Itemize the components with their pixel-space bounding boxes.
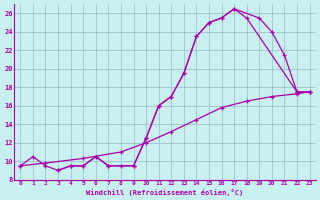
X-axis label: Windchill (Refroidissement éolien,°C): Windchill (Refroidissement éolien,°C) xyxy=(86,189,244,196)
